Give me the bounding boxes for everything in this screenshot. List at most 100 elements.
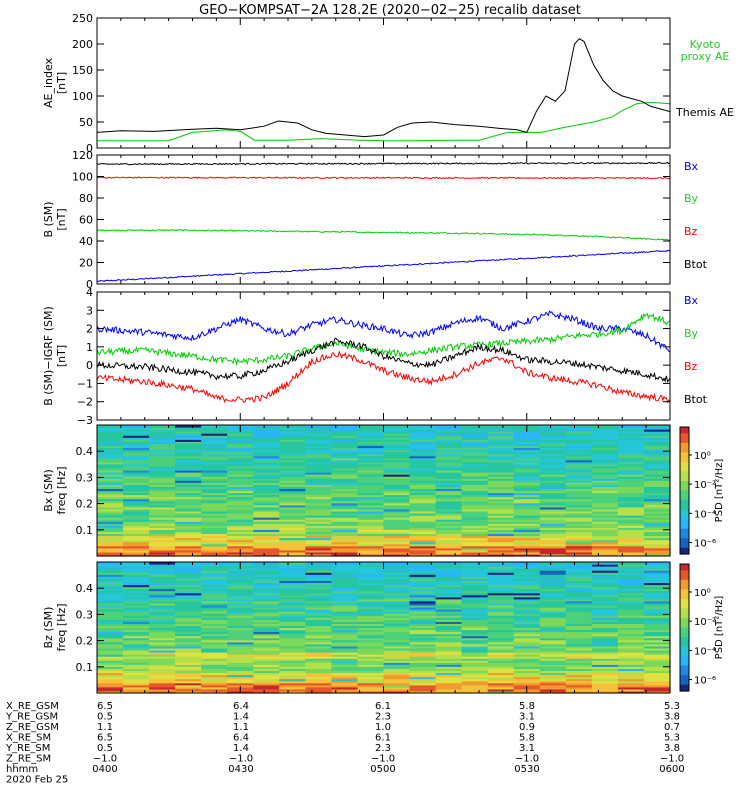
- spec_bz-cell: [539, 621, 567, 624]
- spec_bz-cell: [123, 656, 150, 659]
- spec_bx-cell: [305, 531, 332, 534]
- spec_bz-cell: [644, 623, 671, 626]
- spec_bz-cell: [644, 600, 671, 604]
- spec_bz-cell: [617, 576, 645, 579]
- orbit-row-value: 0500: [370, 764, 395, 775]
- spec_bx-cell: [409, 521, 437, 524]
- spec_bx-cell: [201, 506, 228, 510]
- spec_bx-cell: [617, 447, 645, 451]
- spec_bz-cell: [357, 566, 385, 569]
- spec_bx-cell: [305, 529, 332, 532]
- spec_bz-cell: [149, 619, 176, 622]
- spec_bz-cell: [383, 627, 411, 631]
- spec_bx-cell: [435, 529, 463, 532]
- spec_bz-cell: [305, 627, 332, 631]
- spec_bx-ylabel: Bx (SM): [42, 469, 55, 512]
- spec_bz-cell: [279, 578, 306, 581]
- spec_bx-cell: [591, 502, 619, 506]
- spec_bz-cell: [644, 633, 671, 637]
- spec_bz-cell: [253, 594, 280, 598]
- spec_bz-cell: [123, 672, 150, 676]
- spec_bz-cell: [409, 578, 437, 581]
- spec_bx-cell: [591, 506, 619, 510]
- spec_bz-cell: [617, 592, 645, 596]
- spec_bx-cell: [591, 517, 619, 520]
- spec_bx-cell: [565, 533, 593, 537]
- spec_bx-cell: [279, 519, 306, 522]
- spec_bx-cell: [331, 429, 358, 432]
- spec_bz-cell: [591, 607, 619, 610]
- spec_bz-cell: [201, 684, 228, 688]
- spec_bz-cell: [539, 674, 567, 678]
- spec_bz-cell: [175, 588, 202, 592]
- spec_bz-cell: [487, 633, 515, 637]
- spec_bx-cell: [644, 543, 671, 547]
- spec_bz-cell: [331, 684, 358, 688]
- spec_bz-cell: [435, 621, 463, 624]
- spec_bx-cell: [305, 496, 332, 500]
- spec_bz-cell: [435, 639, 463, 643]
- spec_bz-cell: [357, 643, 385, 647]
- spec_bx-cell: [617, 531, 645, 534]
- spec_bz-cell: [331, 691, 358, 694]
- ae-ylabel: AE_index: [42, 57, 55, 108]
- bdelta-legend-bx: Bx: [684, 294, 699, 307]
- spec_bz-cell: [383, 676, 411, 680]
- spec_bz-cell: [513, 670, 541, 674]
- spec_bx-cell: [279, 543, 306, 547]
- spec_bz-colorbar-swatch: [680, 646, 689, 651]
- spec_bx-cell: [487, 502, 515, 506]
- spec_bx-cell: [644, 523, 671, 526]
- orbit-row-value: 0400: [92, 764, 117, 775]
- spec_bz-cell: [331, 580, 358, 583]
- spec_bz-cell: [253, 660, 280, 663]
- spec_bx-cell: [123, 521, 150, 524]
- spec_bz-cell: [97, 574, 124, 577]
- spec_bz-cell: [175, 650, 202, 653]
- spec_bz-cell: [591, 598, 619, 602]
- spec_bz-cell: [591, 662, 619, 665]
- spec_bx-cell: [357, 435, 385, 438]
- spec_bz-cell: [487, 662, 515, 665]
- spec_bx-cell: [123, 463, 150, 467]
- spec_bz-cell: [565, 621, 593, 624]
- spec_bz-cell: [409, 594, 437, 598]
- spec_bz-cell: [644, 682, 671, 686]
- spec_bz-cell: [383, 588, 411, 592]
- orbit-row-value: 6.5: [97, 701, 113, 712]
- spec_bx-cell: [383, 525, 411, 528]
- spec_bx-cell: [644, 533, 671, 537]
- spec_bx-cell: [591, 437, 619, 440]
- spec_bx-cell: [149, 551, 176, 555]
- spec_bx-cell: [565, 492, 593, 496]
- spec_bx-cell: [149, 519, 176, 522]
- spec_bx-cell: [435, 525, 463, 528]
- spec_bx-cell: [175, 461, 202, 465]
- spec_bz-cell: [383, 617, 411, 620]
- spec_bx-cell: [435, 433, 463, 436]
- spec_bx-cell: [435, 476, 463, 479]
- spec_bx-cell: [279, 533, 306, 537]
- spec_bx-cell: [435, 504, 463, 508]
- spec_bx-cell: [617, 506, 645, 510]
- spec_bx-cell: [487, 519, 515, 522]
- spec_bx-cell: [565, 429, 593, 432]
- spec_bz-cell: [565, 592, 593, 596]
- spec_bx-cell: [461, 441, 489, 444]
- spec_bx-cell: [175, 551, 202, 555]
- spec_bz-cell: [435, 564, 463, 567]
- spec_bx-colorbar-swatch: [680, 436, 689, 441]
- spec_bz-cell: [435, 666, 463, 669]
- spec_bx-cell: [149, 547, 176, 551]
- spec_bz-cell: [461, 580, 489, 583]
- spec_bx-cell: [253, 537, 280, 541]
- spec_bx-cell: [123, 515, 150, 518]
- spec_bz-cell: [305, 664, 332, 667]
- spec_bx-cell: [357, 543, 385, 547]
- spec_bz-cell: [149, 602, 176, 606]
- spec_bz-cell: [409, 674, 437, 678]
- spec_bz-cell: [149, 580, 176, 583]
- spec_bx-cell: [253, 541, 280, 545]
- spec_bz-cell: [97, 648, 124, 651]
- spec_bx-cell: [644, 449, 671, 453]
